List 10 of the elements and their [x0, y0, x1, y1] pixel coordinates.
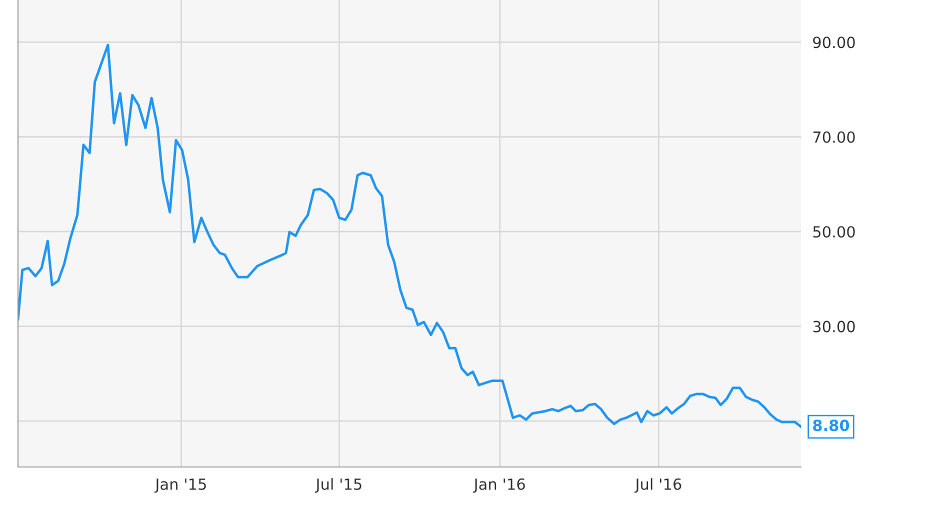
line-series	[18, 44, 801, 428]
y-tick-label: 70.00	[813, 131, 855, 143]
y-tick-label: 50.00	[813, 226, 855, 238]
x-tick-label: Jan '16	[473, 478, 525, 493]
y-tick-label: 90.00	[813, 36, 855, 48]
x-tick-label: Jan '15	[154, 478, 206, 493]
x-tick-label: Jul '15	[314, 478, 362, 493]
y-tick-label: 30.00	[813, 320, 855, 332]
x-tick-label: Jul '16	[634, 478, 682, 493]
annotation: 8.80	[813, 420, 850, 432]
